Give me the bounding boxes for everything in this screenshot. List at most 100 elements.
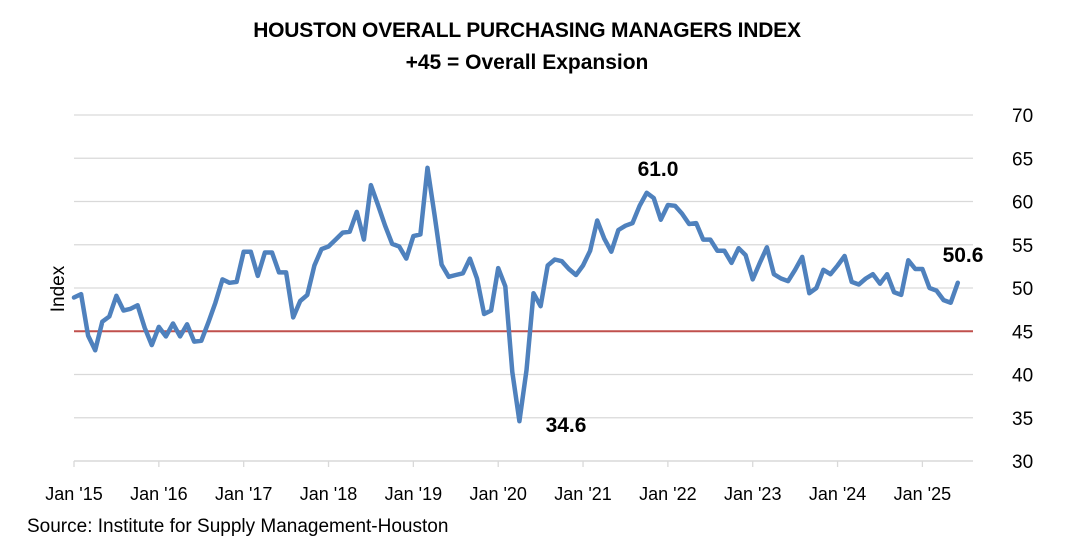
data-point: [475, 276, 479, 280]
data-point: [404, 257, 408, 261]
data-point: [920, 267, 924, 271]
data-point: [779, 276, 783, 280]
data-point: [850, 280, 854, 284]
data-point: [270, 251, 274, 255]
x-tick-label: Jan '17: [215, 484, 272, 504]
data-point: [228, 281, 232, 285]
data-point: [157, 325, 161, 329]
data-point: [581, 264, 585, 268]
data-point: [814, 286, 818, 290]
data-point: [334, 238, 338, 242]
data-point: [121, 308, 125, 312]
data-point: [185, 322, 189, 326]
y-tick-label: 50: [1012, 279, 1033, 300]
data-point: [956, 281, 960, 285]
data-point: [786, 279, 790, 283]
data-point: [708, 238, 712, 242]
data-point: [645, 191, 649, 195]
data-point: [800, 255, 804, 259]
y-tick-label: 40: [1012, 366, 1033, 387]
data-point: [616, 228, 620, 232]
data-point: [793, 268, 797, 272]
data-label: 61.0: [638, 158, 679, 181]
data-label: 34.6: [546, 414, 587, 437]
data-point: [546, 264, 550, 268]
data-point: [468, 257, 472, 261]
data-point: [503, 284, 507, 288]
chart-title: HOUSTON OVERALL PURCHASING MANAGERS INDE…: [253, 19, 801, 42]
data-point: [687, 222, 691, 226]
data-point: [935, 289, 939, 293]
data-point: [539, 304, 543, 308]
y-tick-label: 35: [1012, 409, 1033, 430]
data-point: [93, 348, 97, 352]
x-tick-label: Jan '23: [724, 484, 781, 504]
data-point: [730, 261, 734, 265]
data-point: [256, 274, 260, 278]
data-point: [150, 343, 154, 347]
y-tick-label: 30: [1012, 452, 1033, 473]
data-point: [199, 339, 203, 343]
data-point: [355, 210, 359, 214]
data-point: [631, 221, 635, 225]
data-point: [447, 275, 451, 279]
data-point: [249, 250, 253, 254]
data-point: [567, 267, 571, 271]
data-point: [927, 286, 931, 290]
data-point: [433, 213, 437, 217]
data-point: [836, 264, 840, 268]
data-point: [588, 249, 592, 253]
chart-subtitle: +45 = Overall Expansion: [405, 51, 649, 74]
series-line-pmi: [71, 165, 961, 424]
data-point: [235, 280, 239, 284]
data-point: [369, 183, 373, 187]
data-point: [79, 292, 83, 296]
data-point: [673, 204, 677, 208]
x-tick-label: Jan '20: [469, 484, 526, 504]
data-point: [298, 299, 302, 303]
data-point: [482, 312, 486, 316]
data-point: [164, 334, 168, 338]
data-point: [100, 320, 104, 324]
data-point: [440, 263, 444, 267]
x-tick-label: Jan '22: [639, 484, 696, 504]
data-point: [722, 249, 726, 253]
data-point: [751, 277, 755, 281]
data-point: [263, 251, 267, 255]
x-tick-label: Jan '18: [300, 484, 357, 504]
data-point: [454, 273, 458, 277]
data-point: [942, 298, 946, 302]
data-point: [864, 276, 868, 280]
data-point: [143, 326, 147, 330]
data-point: [411, 234, 415, 238]
data-point: [694, 221, 698, 225]
data-point: [362, 238, 366, 242]
data-point: [532, 291, 536, 295]
y-tick-label: 55: [1012, 236, 1033, 257]
x-tick-label: Jan '25: [894, 484, 951, 504]
data-point: [737, 246, 741, 250]
x-tick-label: Jan '24: [809, 484, 866, 504]
data-point: [390, 242, 394, 246]
data-point: [666, 203, 670, 207]
x-tick-label: Jan '19: [385, 484, 442, 504]
data-point: [828, 272, 832, 276]
data-point: [744, 253, 748, 257]
data-point: [213, 301, 217, 305]
data-point: [114, 294, 118, 298]
data-point: [899, 293, 903, 297]
data-point: [623, 224, 627, 228]
data-point: [885, 272, 889, 276]
source-note: Source: Institute for Supply Management-…: [27, 516, 449, 537]
data-point: [680, 212, 684, 216]
data-point: [461, 271, 465, 275]
data-point: [220, 277, 224, 281]
data-point: [192, 340, 196, 344]
data-point: [178, 334, 182, 338]
data-point: [652, 196, 656, 200]
data-point: [772, 272, 776, 276]
data-point: [574, 273, 578, 277]
data-point: [312, 264, 316, 268]
data-point: [553, 257, 557, 261]
